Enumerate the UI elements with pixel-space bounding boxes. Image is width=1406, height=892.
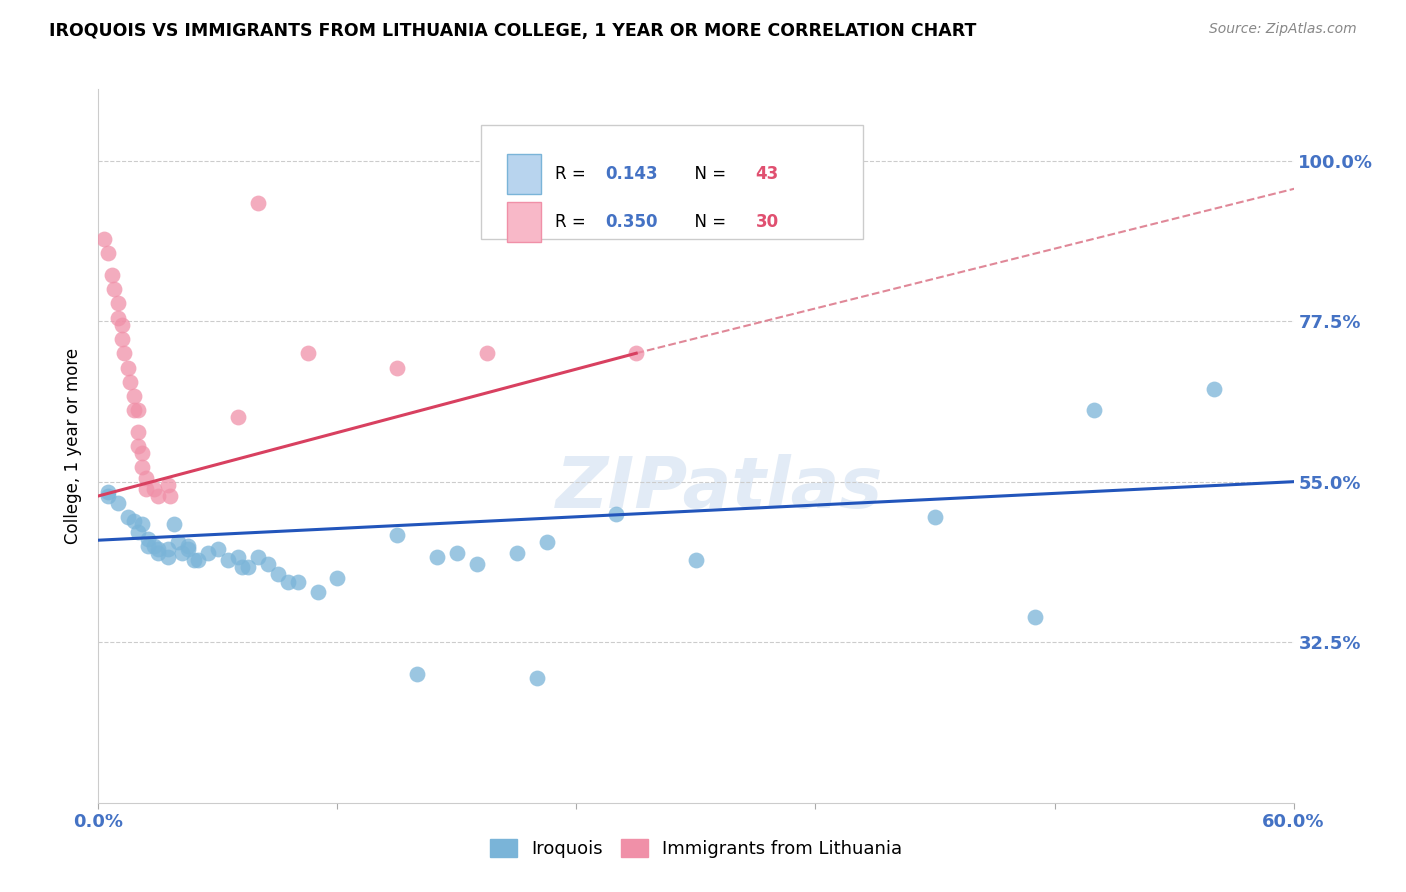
- Point: [267, 567, 290, 582]
- Point: [97, 485, 120, 500]
- Point: [226, 410, 249, 425]
- Point: [385, 360, 409, 375]
- Point: [136, 532, 159, 546]
- Point: [97, 246, 120, 260]
- Point: [246, 196, 269, 211]
- Text: ZIPatlas: ZIPatlas: [557, 454, 883, 524]
- Point: [131, 460, 153, 475]
- Point: [157, 549, 180, 564]
- Point: [526, 671, 548, 685]
- Y-axis label: College, 1 year or more: College, 1 year or more: [65, 348, 83, 544]
- Point: [506, 546, 529, 560]
- Point: [426, 549, 449, 564]
- Point: [112, 346, 135, 360]
- Point: [163, 517, 186, 532]
- Point: [217, 553, 239, 567]
- Point: [1202, 382, 1225, 396]
- Point: [148, 489, 170, 503]
- Point: [297, 346, 319, 360]
- Point: [256, 557, 278, 571]
- Legend: Iroquois, Immigrants from Lithuania: Iroquois, Immigrants from Lithuania: [482, 831, 910, 865]
- Point: [107, 296, 129, 310]
- Point: [236, 560, 259, 574]
- Point: [131, 446, 153, 460]
- Point: [287, 574, 309, 589]
- Point: [277, 574, 299, 589]
- Point: [246, 549, 269, 564]
- Bar: [508, 202, 541, 242]
- Point: [685, 553, 707, 567]
- Point: [172, 546, 194, 560]
- Bar: [508, 154, 541, 194]
- Point: [111, 318, 134, 332]
- Text: 30: 30: [756, 213, 779, 231]
- Point: [127, 425, 149, 439]
- Point: [177, 542, 200, 557]
- Point: [107, 310, 129, 325]
- Point: [124, 389, 146, 403]
- Text: 43: 43: [756, 165, 779, 183]
- Text: N =: N =: [685, 213, 731, 231]
- Point: [605, 507, 627, 521]
- Point: [111, 332, 134, 346]
- Point: [120, 375, 142, 389]
- Point: [1083, 403, 1105, 417]
- Point: [127, 439, 149, 453]
- Point: [406, 667, 429, 681]
- Point: [143, 539, 166, 553]
- Point: [124, 514, 146, 528]
- Point: [177, 539, 200, 553]
- Text: R =: R =: [555, 213, 591, 231]
- Point: [385, 528, 409, 542]
- Point: [326, 571, 349, 585]
- Text: R =: R =: [555, 165, 591, 183]
- Point: [135, 471, 157, 485]
- Point: [135, 482, 157, 496]
- Point: [131, 517, 153, 532]
- Point: [475, 346, 498, 360]
- Point: [183, 553, 205, 567]
- Point: [167, 535, 190, 549]
- Point: [536, 535, 558, 549]
- Point: [187, 553, 209, 567]
- Point: [231, 560, 253, 574]
- Text: Source: ZipAtlas.com: Source: ZipAtlas.com: [1209, 22, 1357, 37]
- Point: [924, 510, 946, 524]
- Text: IROQUOIS VS IMMIGRANTS FROM LITHUANIA COLLEGE, 1 YEAR OR MORE CORRELATION CHART: IROQUOIS VS IMMIGRANTS FROM LITHUANIA CO…: [49, 22, 977, 40]
- Point: [124, 403, 146, 417]
- Point: [103, 282, 125, 296]
- Point: [127, 403, 149, 417]
- Point: [117, 360, 139, 375]
- Point: [626, 346, 648, 360]
- Point: [148, 546, 170, 560]
- Point: [159, 489, 181, 503]
- Point: [226, 549, 249, 564]
- Point: [207, 542, 229, 557]
- FancyBboxPatch shape: [481, 125, 863, 239]
- Point: [107, 496, 129, 510]
- Point: [97, 489, 120, 503]
- Point: [148, 542, 170, 557]
- Point: [465, 557, 488, 571]
- Point: [1024, 610, 1046, 624]
- Point: [143, 482, 166, 496]
- Point: [157, 542, 180, 557]
- Point: [197, 546, 219, 560]
- Point: [446, 546, 468, 560]
- Point: [136, 539, 159, 553]
- Point: [101, 268, 124, 282]
- Text: N =: N =: [685, 165, 731, 183]
- Point: [157, 478, 180, 492]
- Text: 0.143: 0.143: [605, 165, 658, 183]
- Point: [307, 585, 329, 599]
- Point: [117, 510, 139, 524]
- Point: [93, 232, 115, 246]
- Point: [127, 524, 149, 539]
- Text: 0.350: 0.350: [605, 213, 658, 231]
